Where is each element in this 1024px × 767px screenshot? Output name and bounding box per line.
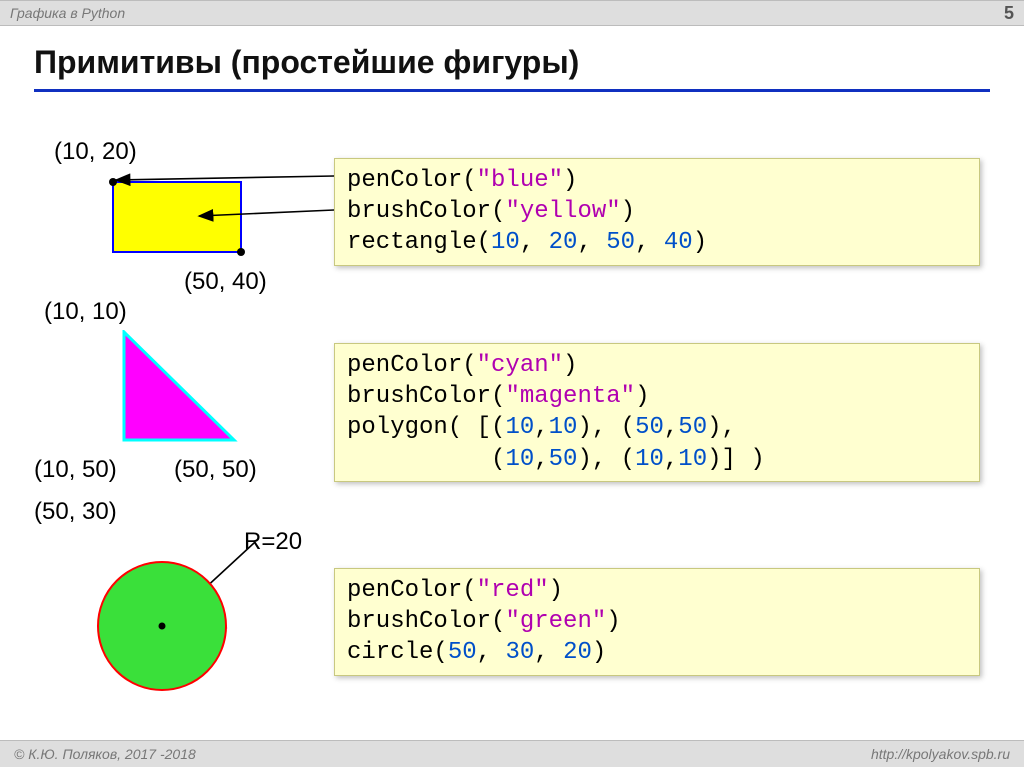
- section-label: Графика в Python: [10, 5, 125, 21]
- top-bar: Графика в Python 5: [0, 0, 1024, 26]
- tri-label-bl: (10, 50): [34, 456, 117, 484]
- circle-shape: [94, 558, 234, 698]
- code-rectangle: penColor("blue")brushColor("yellow")rect…: [334, 158, 980, 266]
- code-circle: penColor("red")brushColor("green")circle…: [334, 568, 980, 676]
- tri-label-br: (50, 50): [174, 456, 257, 484]
- triangle-shape: [114, 330, 244, 450]
- circle-label-radius: R=20: [244, 528, 302, 556]
- content-area: (10, 20) (50, 40) penColor("blue")brushC…: [34, 98, 990, 738]
- page-number: 5: [1004, 3, 1014, 24]
- tri-label-top: (10, 10): [44, 298, 127, 326]
- circle-label-center: (50, 30): [34, 498, 117, 526]
- code-polygon: penColor("cyan")brushColor("magenta")pol…: [334, 343, 980, 482]
- slide-title: Примитивы (простейшие фигуры): [34, 44, 990, 92]
- footer-copyright: © К.Ю. Поляков, 2017 -2018: [14, 746, 196, 762]
- footer-bar: © К.Ю. Поляков, 2017 -2018 http://kpolya…: [0, 740, 1024, 767]
- footer-url: http://kpolyakov.spb.ru: [871, 746, 1010, 762]
